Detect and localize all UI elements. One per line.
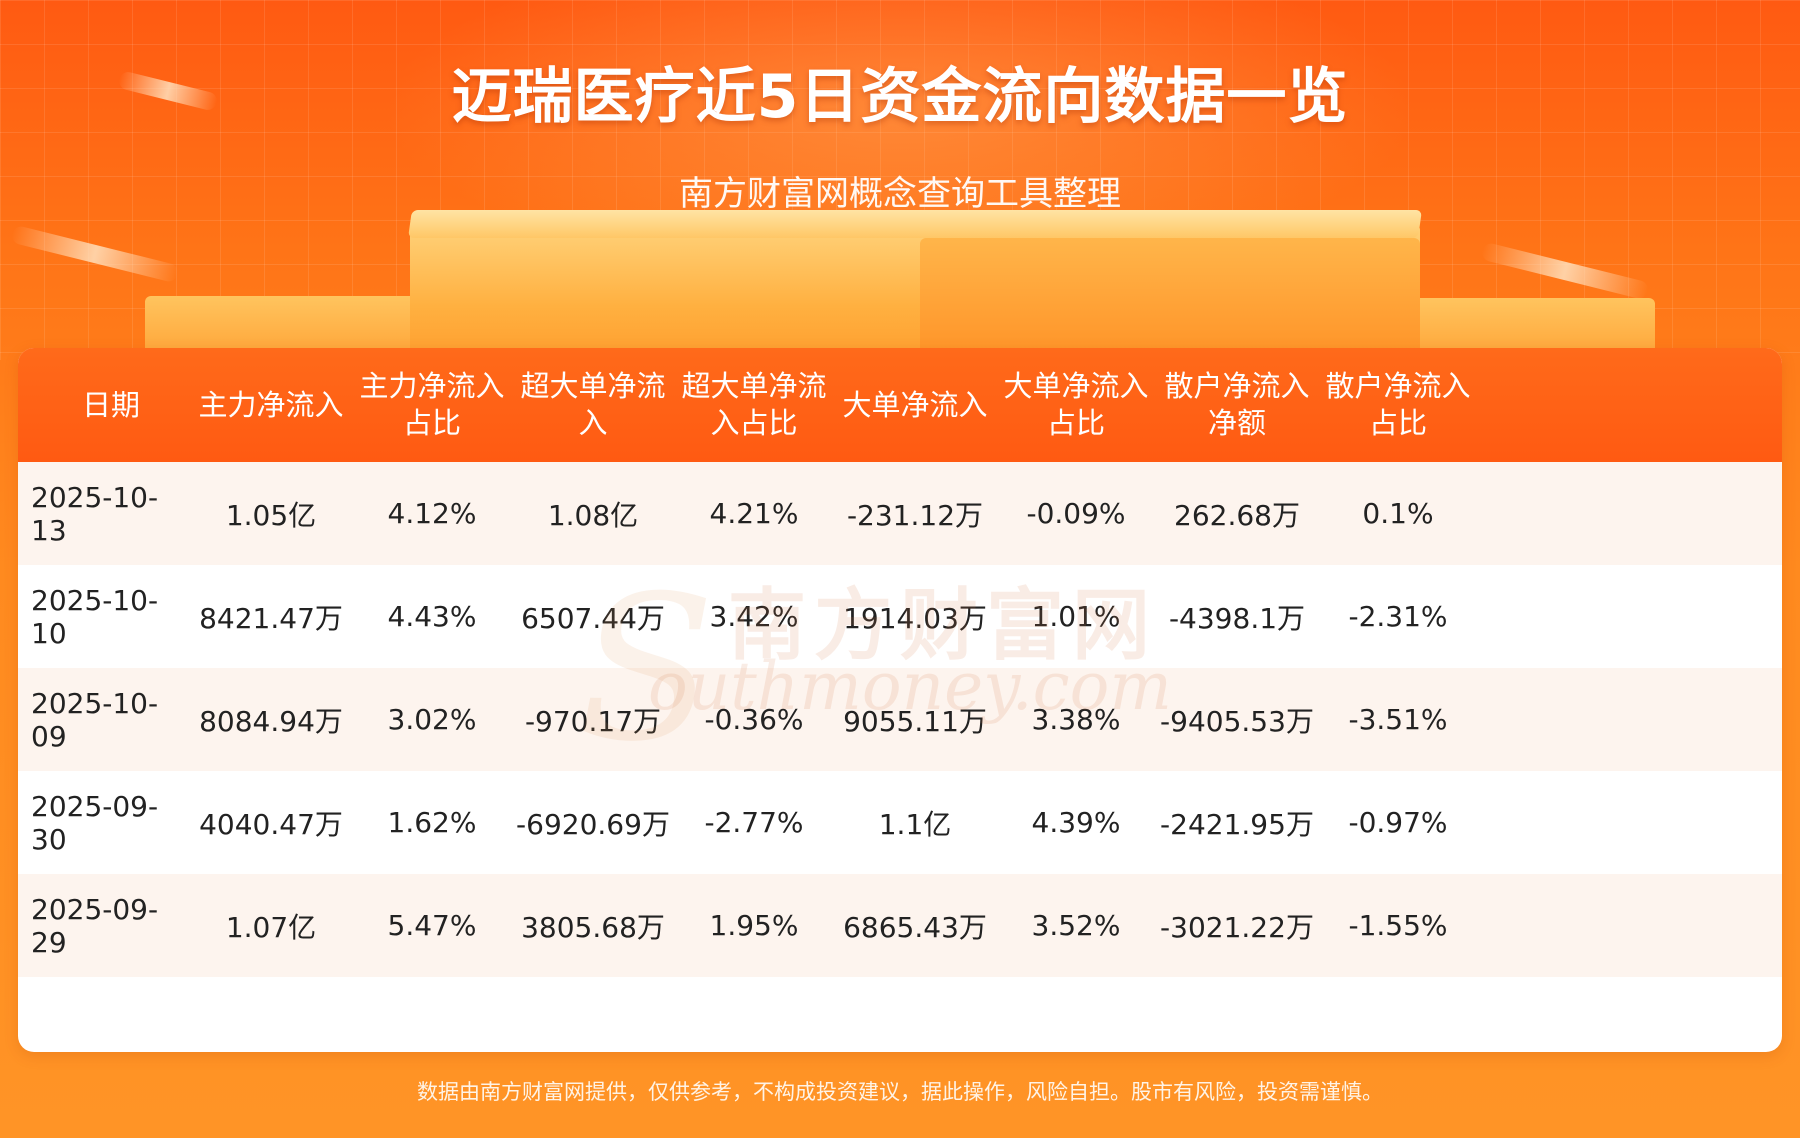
column-header: 超大单净流 入占比	[674, 348, 834, 462]
cell-date: 2025-09-29	[31, 892, 159, 959]
column-header: 主力净流入	[191, 348, 351, 462]
table-cell: 1.1亿	[878, 807, 952, 841]
table-row: 2025-09-30 4040.47万 1.62% -6920.69万 -2.77% 1.…	[18, 771, 1782, 874]
column-header-line: 大单净流入	[1003, 369, 1149, 403]
column-header-line: 超大单净流	[681, 369, 827, 403]
column-header: 散户净流入 净额	[1157, 348, 1317, 462]
table-row: 2025-09-29 1.07亿 5.47% 3805.68万 1.95% 6865.43…	[18, 874, 1782, 977]
table-cell: 3.02%	[387, 703, 477, 736]
table-cell: -0.36%	[704, 703, 804, 736]
table-cell: 3.38%	[1031, 703, 1121, 736]
table-cell: 1.05亿	[225, 498, 317, 532]
column-header: 散户净流入 占比	[1318, 348, 1478, 462]
table-cell: 5.47%	[387, 909, 477, 942]
table-header: 日期 主力净流入 主力净流入 占比 超大单净流入超大单净流 入占比 大单净流入 大单净流入 占比…	[18, 348, 1782, 462]
column-header-line: 主力净流入	[359, 369, 505, 403]
column-header-line: 日期	[81, 387, 140, 422]
table-cell: -2.77%	[704, 806, 804, 839]
table-cell: 1.62%	[387, 806, 477, 839]
table-cell: 3.42%	[709, 600, 799, 633]
column-header-line: 散户净流入	[1325, 369, 1471, 403]
table-cell: 262.68万	[1174, 498, 1300, 532]
column-header: 大单净流入 占比	[996, 348, 1156, 462]
column-header-line: 占比	[1046, 406, 1105, 440]
table-cell: 0.1%	[1362, 497, 1434, 530]
table-row: 2025-10-13 1.05亿 4.12% 1.08亿 4.21% -231.12万 -0…	[18, 462, 1782, 565]
column-header-line: 入占比	[710, 406, 798, 440]
table-cell: 4.43%	[387, 600, 477, 633]
table-row: 2025-10-09 8084.94万 3.02% -970.17万 -0.36% 905…	[18, 668, 1782, 771]
column-header-line: 散户净流入	[1164, 369, 1310, 403]
column-header-line: 占比	[402, 406, 461, 440]
column-header-line: 主力净流入	[198, 387, 344, 422]
table-cell: -2.31%	[1348, 600, 1448, 633]
column-header: 大单净流入	[835, 348, 995, 462]
table-cell: -6920.69万	[516, 807, 670, 841]
table-cell: 4.39%	[1031, 806, 1121, 839]
table-cell: 1.95%	[709, 909, 799, 942]
table-cell: -2421.95万	[1160, 807, 1314, 841]
table-cell: 6865.43万	[843, 910, 987, 944]
data-table-card: 日期 主力净流入 主力净流入 占比 超大单净流入超大单净流 入占比 大单净流入 大单净流入 占比…	[18, 348, 1782, 1052]
column-header-line: 超大单净流	[520, 369, 666, 403]
table-cell: -0.97%	[1348, 806, 1448, 839]
table-cell: -231.12万	[846, 498, 984, 532]
table-cell: 1.07亿	[225, 910, 317, 944]
column-header-line: 入	[578, 406, 608, 440]
table-cell: 1.01%	[1031, 600, 1121, 633]
table-cell: 1.08亿	[547, 498, 639, 532]
column-header-line: 占比	[1368, 406, 1427, 440]
footer-disclaimer: 数据由南方财富网提供，仅供参考，不构成投资建议，据此操作，风险自担。股市有风险，…	[417, 1080, 1383, 1104]
table-cell: 4.21%	[709, 497, 799, 530]
column-header: 超大单净流入	[513, 348, 673, 462]
table-cell: 1914.03万	[843, 601, 987, 635]
table-cell: 3.52%	[1031, 909, 1121, 942]
table-cell: 8421.47万	[199, 601, 343, 635]
column-header: 主力净流入 占比	[352, 348, 512, 462]
table-cell: 8084.94万	[199, 704, 343, 738]
table-cell: -3021.22万	[1160, 910, 1314, 944]
table-cell: -0.09%	[1026, 497, 1126, 530]
table-cell: 9055.11万	[843, 704, 987, 738]
table-cell: -3.51%	[1348, 703, 1448, 736]
column-header: 日期	[31, 348, 191, 462]
table-row: 2025-10-10 8421.47万 4.43% 6507.44万 3.42% 1914…	[18, 565, 1782, 668]
table-cell: 3805.68万	[521, 910, 665, 944]
cell-date: 2025-10-13	[31, 480, 159, 547]
table-cell: -9405.53万	[1160, 704, 1314, 738]
table-cell: 6507.44万	[521, 601, 665, 635]
cell-date: 2025-10-09	[31, 686, 159, 753]
table-cell: -1.55%	[1348, 909, 1448, 942]
page-subtitle: 南方财富网概念查询工具整理	[679, 174, 1121, 214]
table-cell: 4040.47万	[199, 807, 343, 841]
page-title: 迈瑞医疗近5日资金流向数据一览	[451, 62, 1349, 132]
table-cell: -4398.1万	[1168, 601, 1306, 635]
table-cell: 4.12%	[387, 497, 477, 530]
table-cell: -970.17万	[524, 704, 662, 738]
column-header-line: 大单净流入	[842, 387, 988, 422]
column-header-line: 净额	[1207, 406, 1266, 440]
cell-date: 2025-09-30	[31, 789, 159, 856]
cell-date: 2025-10-10	[31, 583, 159, 650]
